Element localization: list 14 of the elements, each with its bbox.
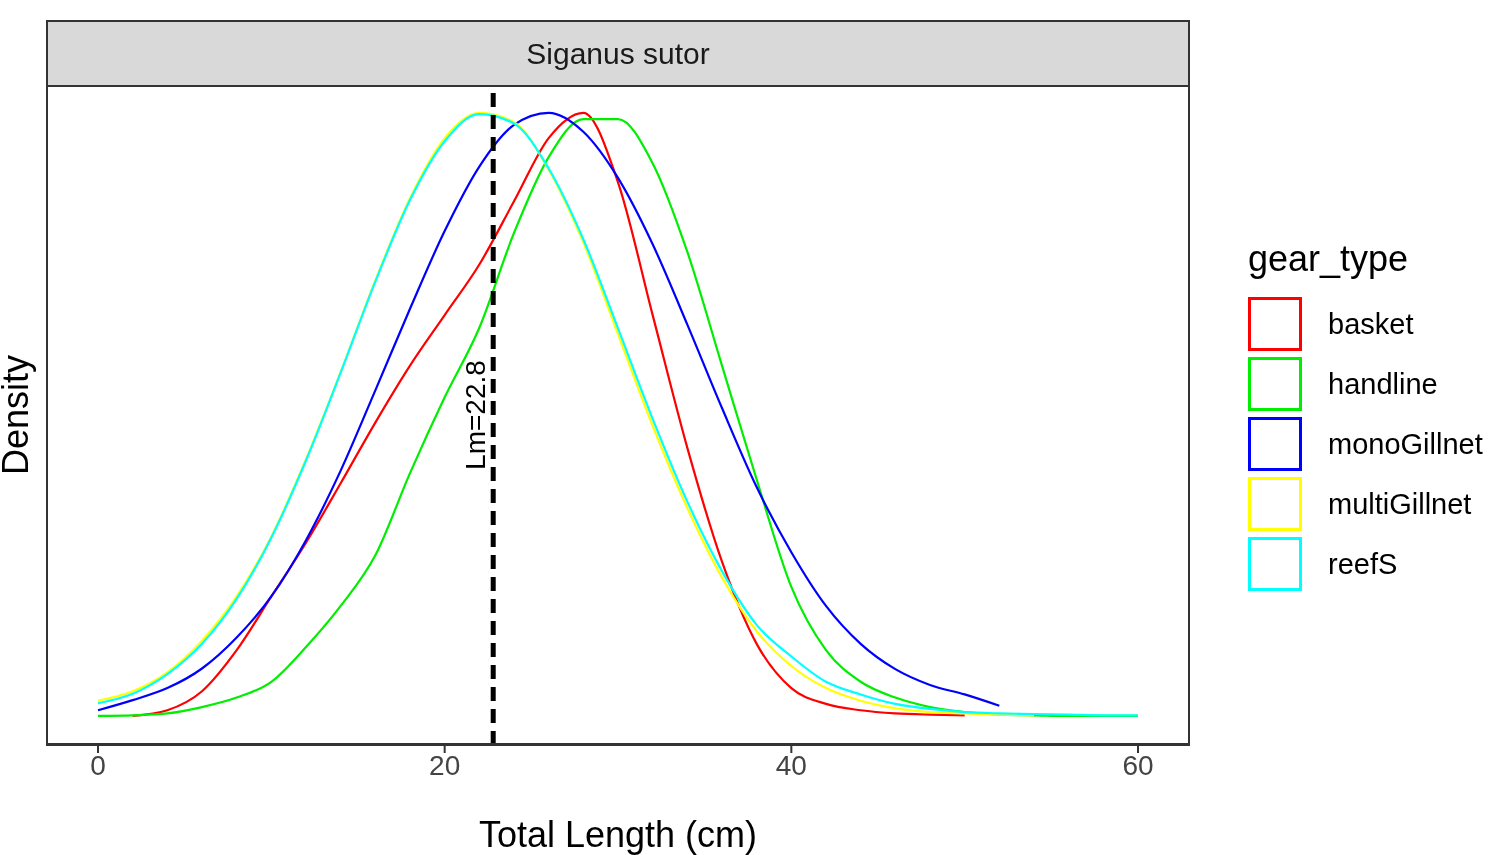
y-axis-title: Density <box>0 354 37 476</box>
legend-label: basket <box>1328 307 1414 341</box>
legend-label: monoGillnet <box>1328 427 1483 461</box>
x-axis-title: Total Length (cm) <box>478 814 758 855</box>
x-tick-label: 20 <box>429 749 461 781</box>
legend-title: gear_type <box>1248 238 1410 280</box>
chart-title: Siganus sutor <box>46 20 1190 85</box>
legend-label: reefS <box>1328 547 1398 581</box>
legend-label: handline <box>1328 367 1438 401</box>
x-tick-label: 40 <box>775 749 807 781</box>
x-tick-label: 60 <box>1122 749 1154 781</box>
x-tick-label: 0 <box>90 749 106 781</box>
legend-label: multiGillnet <box>1328 487 1472 521</box>
ref-line-label: Lm=22.8 <box>459 360 491 470</box>
